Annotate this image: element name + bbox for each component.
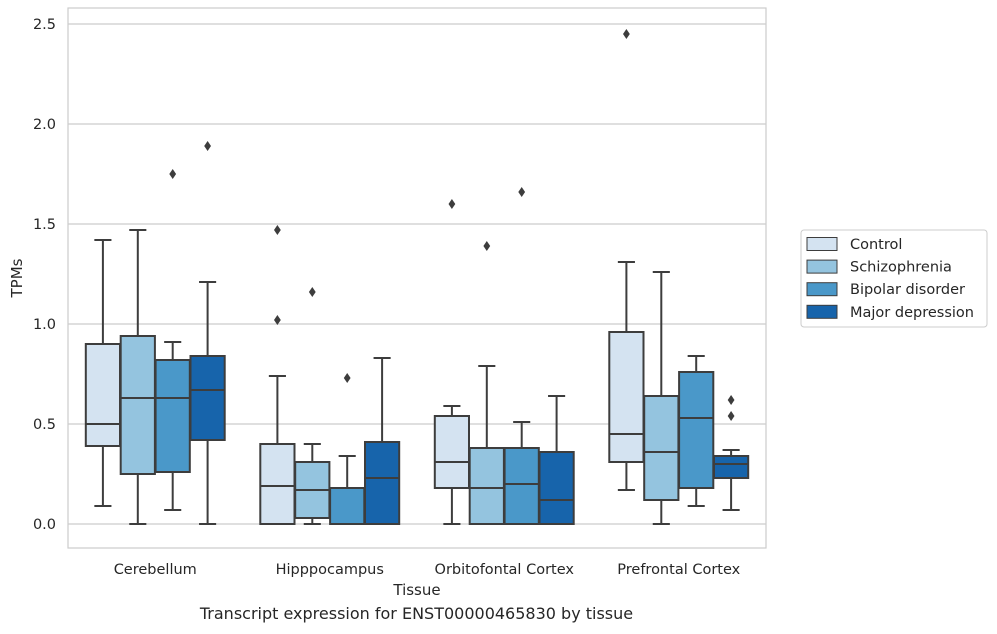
box-iqr <box>189 355 226 441</box>
box-iqr <box>643 395 680 501</box>
outlier-point <box>623 29 630 39</box>
plot-frame <box>67 7 767 549</box>
outlier-point <box>518 187 526 197</box>
outlier-point <box>343 373 351 383</box>
y-tick-label: 2.0 <box>33 117 56 133</box>
x-axis-title: Tissue <box>392 581 440 599</box>
x-tick-label: Cerebellum <box>114 562 197 578</box>
box-1-3 <box>363 357 401 525</box>
outlier-point <box>448 199 456 209</box>
box-3-0 <box>608 29 645 491</box>
legend-label: Control <box>850 237 902 253</box>
box-iqr <box>608 331 645 463</box>
box-iqr <box>154 359 191 473</box>
box-iqr <box>329 487 366 525</box>
box-iqr <box>678 371 715 489</box>
outlier-point <box>274 225 281 235</box>
x-tick-label: Prefrontal Cortex <box>617 562 740 578</box>
box-2-2 <box>503 187 540 525</box>
box-iqr <box>259 443 296 525</box>
box-2-3 <box>538 395 575 525</box>
box-iqr <box>503 447 540 525</box>
y-tick-label: 2.5 <box>33 17 56 33</box>
box-iqr <box>538 451 575 525</box>
box-0-2 <box>154 169 191 511</box>
outlier-point <box>204 141 211 151</box>
box-0-3 <box>189 141 226 525</box>
y-tick-label: 1.0 <box>33 317 56 333</box>
y-axis-title: TPMs <box>8 258 26 298</box>
chart-caption: Transcript expression for ENST0000046583… <box>199 604 634 623</box>
legend-swatch <box>806 237 838 251</box>
box-iqr <box>468 447 505 525</box>
box-iqr <box>119 335 156 475</box>
box-1-0 <box>259 225 296 525</box>
outlier-point <box>727 411 735 421</box>
outlier-point <box>169 169 177 179</box>
legend-frame <box>800 229 988 328</box>
legend-swatch <box>806 304 838 319</box>
box-2-0 <box>433 199 471 525</box>
x-tick-labels: Cerebellum Hipppocampus Orbitofontal Corte… <box>114 562 741 578</box>
box-iqr <box>84 343 122 447</box>
box-0-1 <box>119 229 156 525</box>
box-0-0 <box>84 239 122 507</box>
box-3-2 <box>678 355 715 507</box>
outlier-point <box>727 395 735 405</box>
y-tick-label: 0.0 <box>33 517 56 533</box>
box-1-2 <box>329 373 366 525</box>
x-tick-label: Hipppocampus <box>276 562 384 578</box>
box-3-1 <box>643 271 680 525</box>
box-iqr <box>433 415 471 489</box>
box-iqr <box>712 455 750 479</box>
outlier-point <box>308 287 316 297</box>
boxes <box>84 29 750 525</box>
box-iqr <box>363 441 401 525</box>
box-1-1 <box>294 287 331 525</box>
legend-label: Bipolar disorder <box>850 282 965 298</box>
y-tick-label: 1.5 <box>33 217 56 233</box>
box-2-1 <box>468 241 505 525</box>
legend: Control Schizophrenia Bipolar disorder Majo… <box>800 229 988 328</box>
y-tick-labels: 0.0 0.5 1.0 1.5 2.0 2.5 <box>33 17 56 533</box>
outlier-point <box>483 241 491 251</box>
legend-swatch <box>806 259 838 274</box>
legend-label: Major depression <box>850 305 974 321</box>
x-tick-label: Orbitofontal Cortex <box>435 562 575 578</box>
outlier-point <box>274 315 281 325</box>
legend-label: Schizophrenia <box>850 260 952 276</box>
y-tick-label: 0.5 <box>33 417 56 433</box>
box-3-3 <box>712 395 750 511</box>
legend-swatch <box>806 282 838 297</box>
